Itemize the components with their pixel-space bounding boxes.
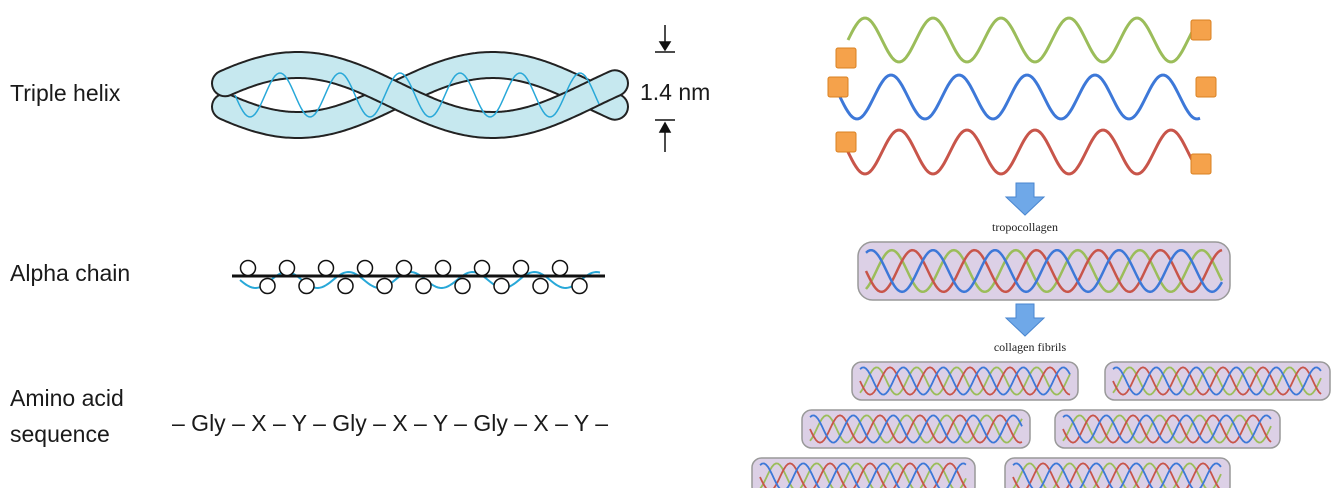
residue [319,261,334,276]
residue [572,279,587,294]
residue [494,279,509,294]
row-label: Triple helix [10,80,121,106]
row-label: Amino acid [10,385,124,411]
fibril [852,362,1078,400]
row-label: Alpha chain [10,260,130,286]
end-cap [836,132,856,152]
end-cap [836,48,856,68]
sequence: – Gly – X – Y – Gly – X – Y – Gly – X – … [172,410,608,436]
residue [358,261,373,276]
residue [299,279,314,294]
step-arrow [1006,304,1044,336]
fibril [1005,458,1230,488]
step-label: collagen fibrils [994,340,1067,354]
chain [840,75,1200,119]
end-cap [1196,77,1216,97]
arrow-head [660,123,670,132]
residue [514,261,529,276]
fibril [802,410,1030,448]
step-label: tropocollagen [992,220,1058,234]
dimension-label: 1.4 nm [640,79,710,105]
chain [848,130,1194,174]
end-cap [1191,20,1211,40]
residue [280,261,295,276]
residue [475,261,490,276]
residue [397,261,412,276]
fibril [752,458,975,488]
residue [416,279,431,294]
end-cap [1191,154,1211,174]
residue [436,261,451,276]
fibril [1105,362,1330,400]
residue [553,261,568,276]
left-panel: Triple helix Alpha chain Amino acid sequ… [10,25,710,447]
fibril [1055,410,1280,448]
right-panel: tropocollagen collagen fibrils [752,18,1330,488]
fibril [858,242,1230,300]
step-arrow [1006,183,1044,215]
residue [338,279,353,294]
diagram: Triple helix Alpha chain Amino acid sequ… [0,0,1342,488]
chain [848,18,1194,62]
residue [241,261,256,276]
end-cap [828,77,848,97]
residue [533,279,548,294]
residue [260,279,275,294]
arrow-head [660,42,670,50]
residue [455,279,470,294]
residue [377,279,392,294]
row-label: sequence [10,421,110,447]
